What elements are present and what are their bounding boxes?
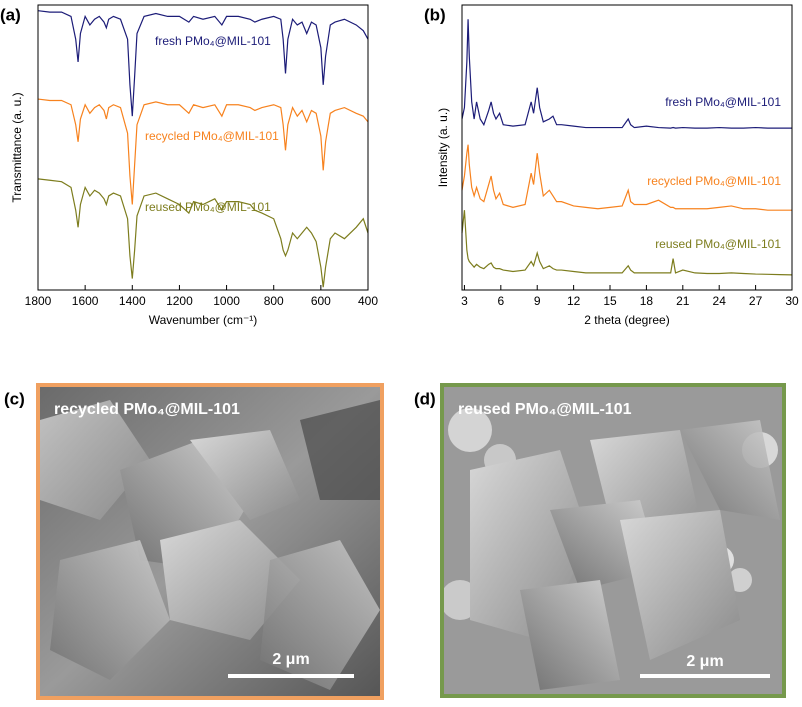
scale-label: 2 μm [686, 653, 723, 670]
scale-label: 2 μm [272, 651, 309, 668]
x-tick-label: 400 [358, 294, 378, 308]
x-tick-label: 1200 [166, 294, 193, 308]
x-tick-label: 1600 [72, 294, 99, 308]
series-label: fresh PMo₄@MIL-101 [155, 34, 271, 48]
image-label: reused PMo₄@MIL-101 [458, 401, 632, 418]
panel-label: (c) [4, 389, 25, 408]
x-tick-label: 30 [785, 294, 799, 308]
x-tick-label: 18 [640, 294, 654, 308]
x-tick-label: 600 [311, 294, 331, 308]
image-label: recycled PMo₄@MIL-101 [54, 401, 240, 418]
x-tick-label: 1400 [119, 294, 146, 308]
panel-label: (d) [414, 389, 436, 408]
x-tick-label: 27 [749, 294, 763, 308]
spectrum-line [37, 98, 369, 205]
spectrum-line [461, 210, 793, 276]
spectrum-line [461, 19, 792, 129]
plot-frame [37, 4, 369, 291]
x-axis-label: Wavenumber (cm⁻¹) [149, 313, 258, 327]
y-axis-label: Intensity (a. u.) [436, 108, 450, 187]
x-tick-label: 9 [534, 294, 541, 308]
sem-image [36, 383, 384, 700]
x-tick-label: 12 [567, 294, 581, 308]
y-axis-label: Transmittance (a. u.) [10, 92, 24, 202]
x-tick-label: 6 [497, 294, 504, 308]
spectrum-line [37, 10, 369, 117]
panel-label: (a) [0, 5, 21, 24]
panel-label: (b) [424, 5, 446, 24]
x-tick-label: 24 [713, 294, 727, 308]
x-tick-label: 15 [603, 294, 617, 308]
x-tick-label: 3 [461, 294, 468, 308]
spectrum-line [37, 178, 369, 288]
x-tick-label: 21 [676, 294, 690, 308]
x-tick-label: 800 [264, 294, 284, 308]
x-tick-label: 1800 [25, 294, 52, 308]
series-label: reused PMo₄@MIL-101 [145, 200, 271, 214]
series-label: recycled PMo₄@MIL-101 [647, 174, 781, 188]
spectrum-line [461, 144, 792, 211]
plot-frame [461, 4, 793, 291]
series-label: recycled PMo₄@MIL-101 [145, 129, 279, 143]
sem-image [440, 383, 786, 698]
x-tick-label: 1000 [213, 294, 240, 308]
x-axis-label: 2 theta (degree) [584, 313, 669, 327]
series-label: fresh PMo₄@MIL-101 [665, 95, 781, 109]
series-label: reused PMo₄@MIL-101 [655, 237, 781, 251]
